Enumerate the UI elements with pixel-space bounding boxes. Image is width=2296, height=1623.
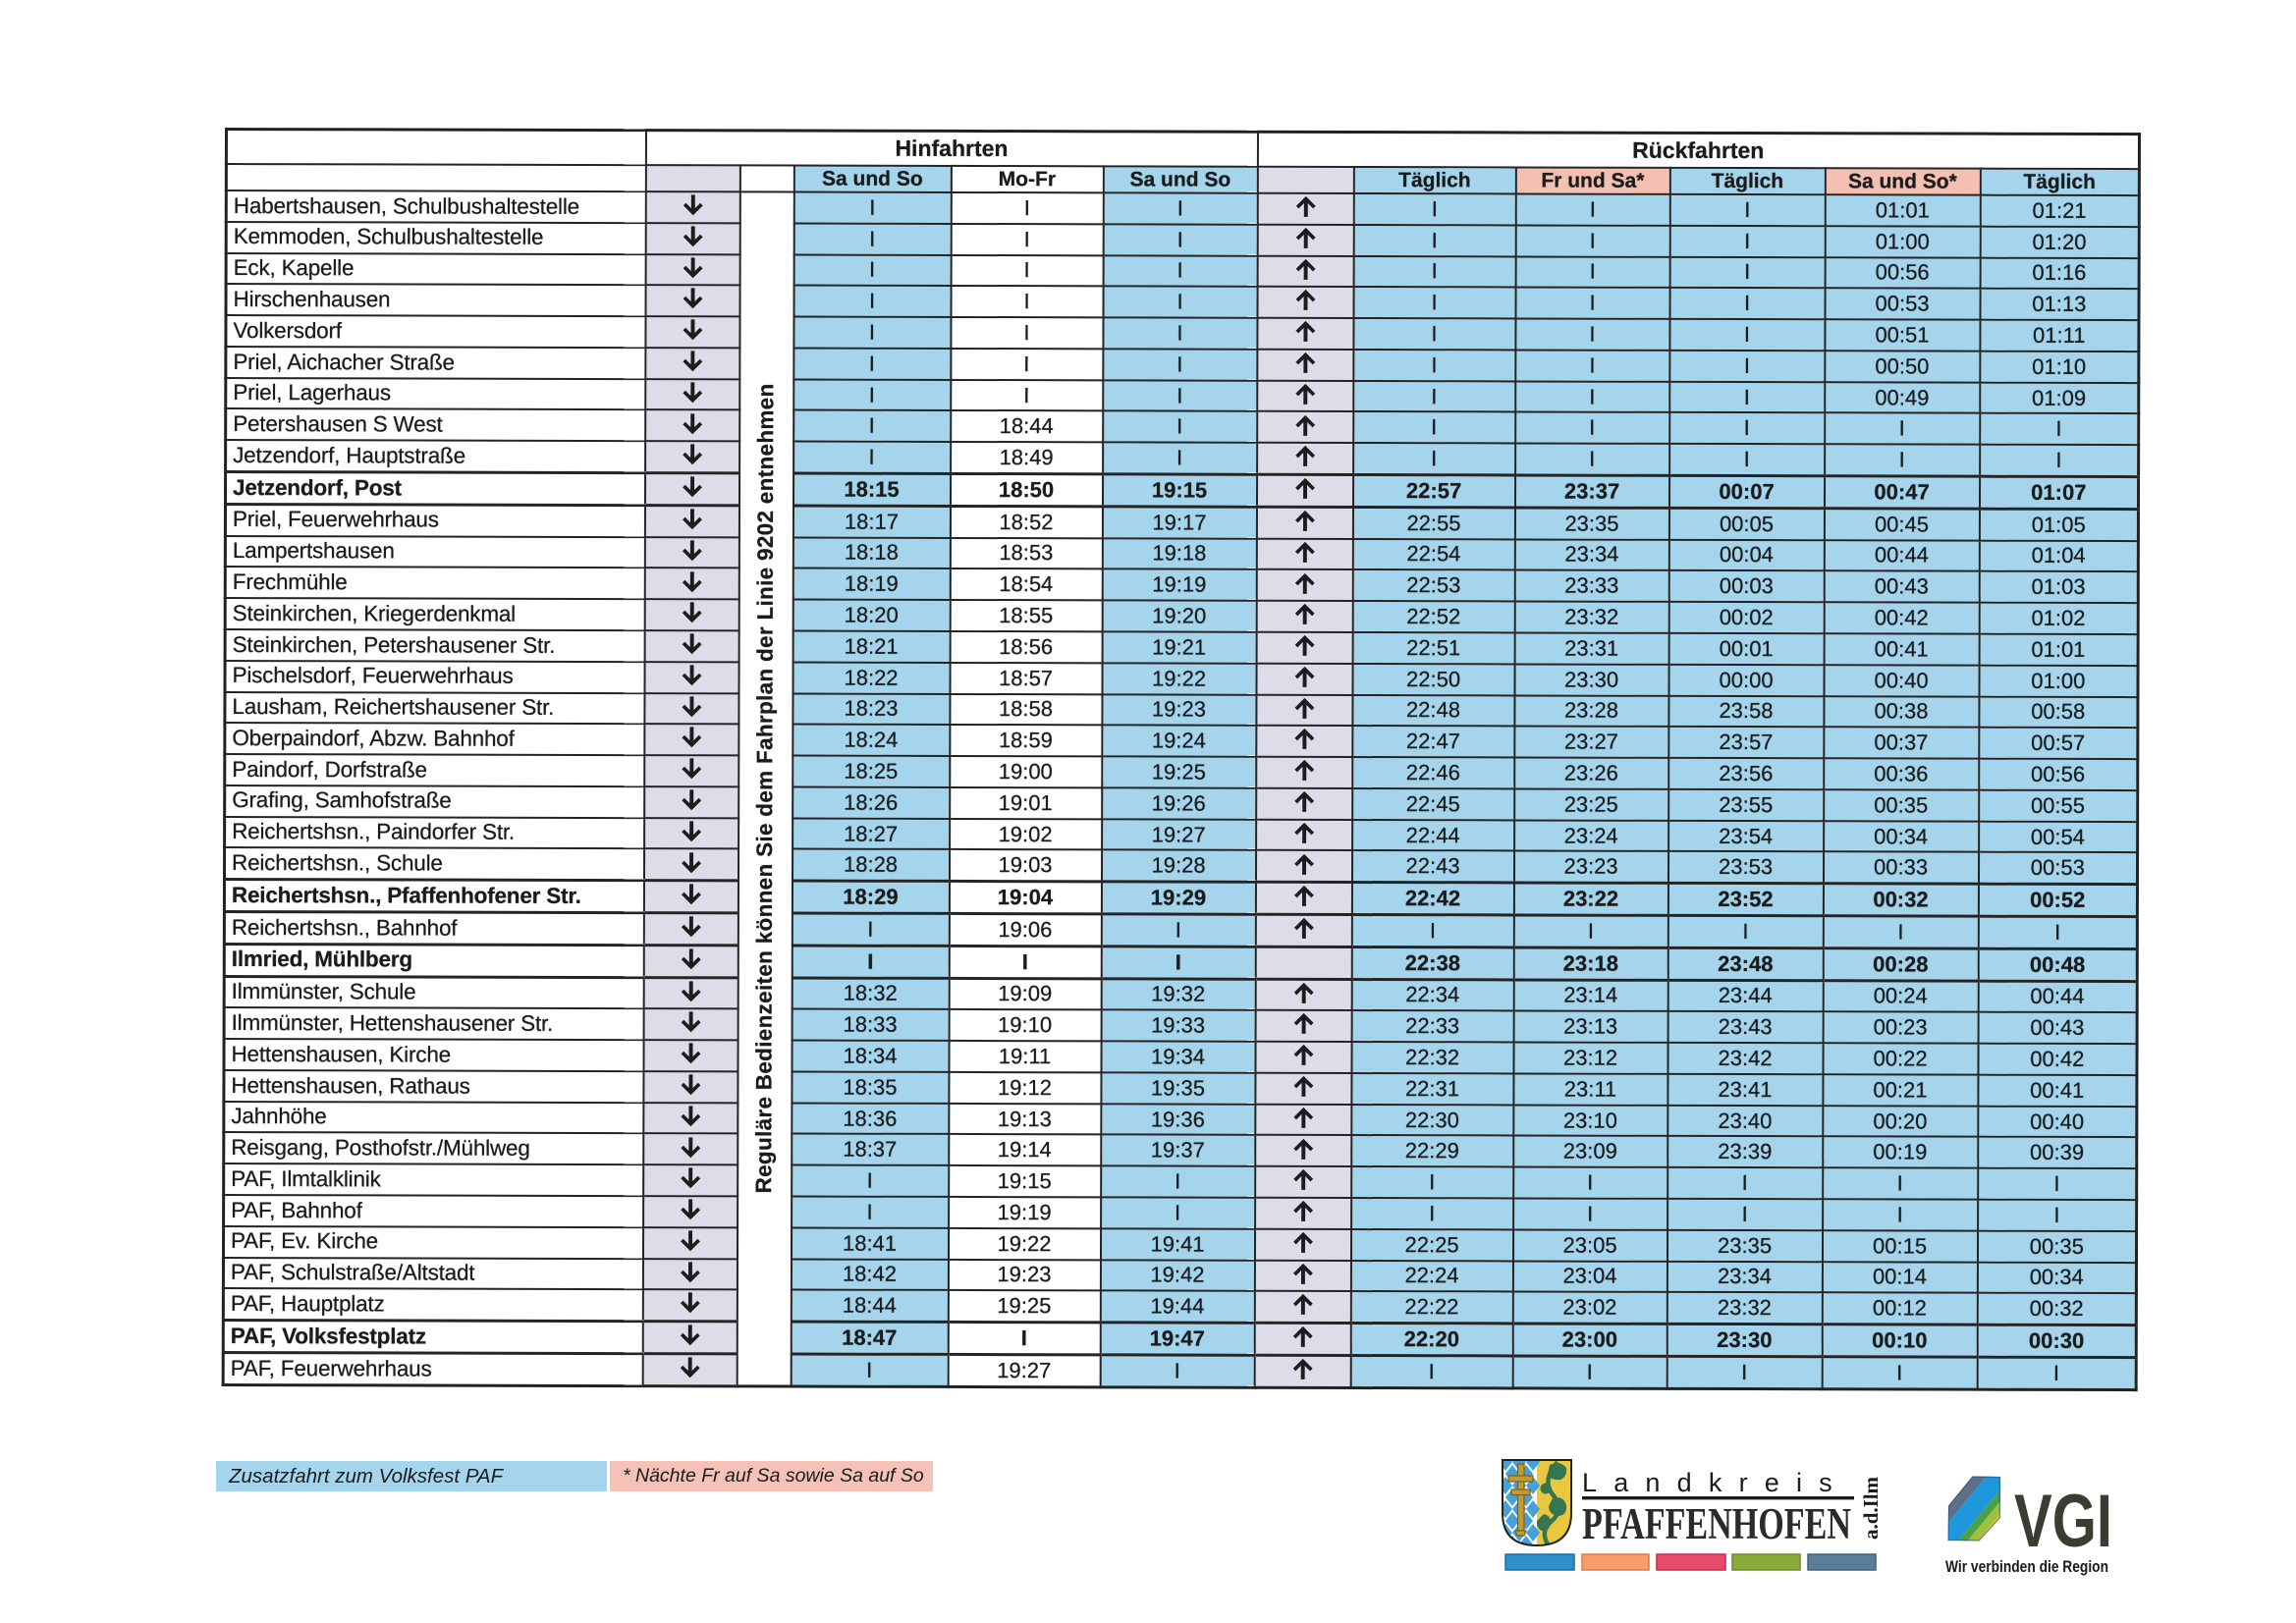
svg-text:Wir verbinden die Region: Wir verbinden die Region xyxy=(1945,1558,2108,1576)
svg-text:PFAFFENHOFEN: PFAFFENHOFEN xyxy=(1582,1499,1851,1548)
svg-text:a.d.Ilm: a.d.Ilm xyxy=(1859,1477,1883,1540)
svg-text:VGI: VGI xyxy=(2014,1480,2112,1563)
svg-text:Landkreis: Landkreis xyxy=(1582,1468,1849,1497)
